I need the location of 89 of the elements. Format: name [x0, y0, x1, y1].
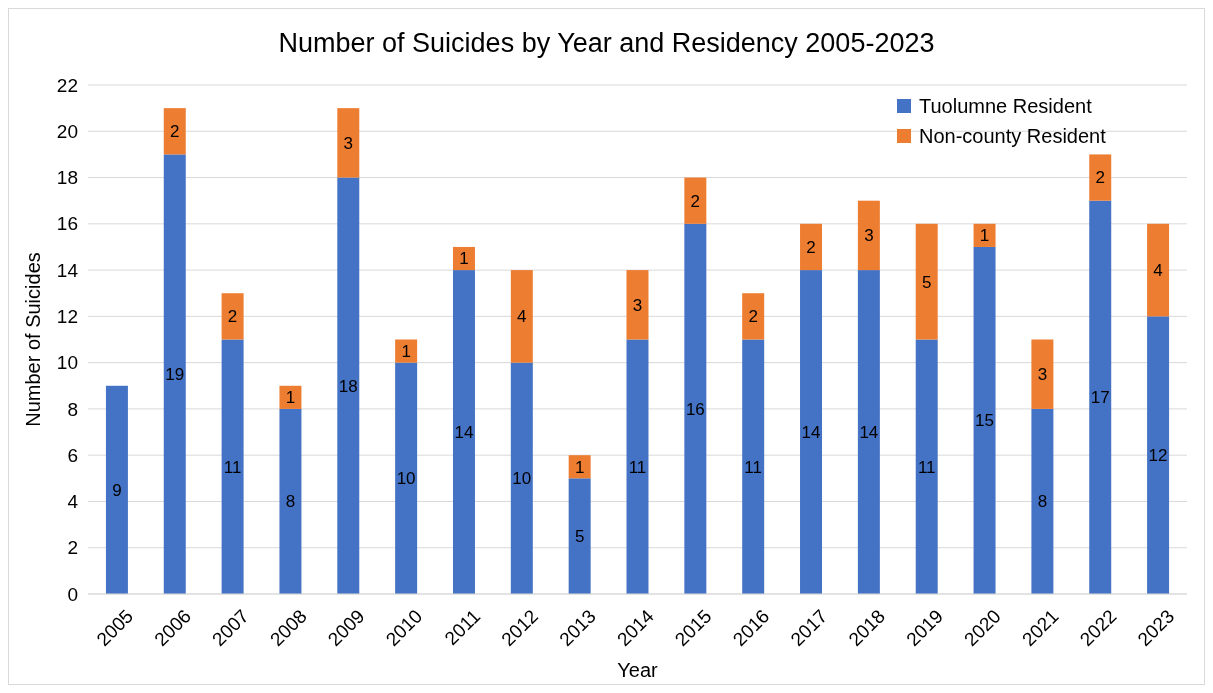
- data-label: 2: [227, 307, 238, 327]
- bar: [221, 339, 244, 594]
- bar: [1147, 223, 1170, 317]
- y-tick-label: 2: [67, 537, 78, 559]
- data-label: 11: [744, 457, 763, 477]
- data-label: 3: [632, 295, 643, 315]
- legend-label: Non-county Resident: [919, 125, 1107, 147]
- data-label: 1: [285, 388, 296, 408]
- y-axis-title: Number of Suicides: [22, 252, 44, 427]
- bar: [742, 339, 765, 594]
- x-axis-title: Year: [617, 659, 659, 681]
- bar: [800, 223, 823, 271]
- bar: [915, 339, 938, 594]
- data-label: 14: [859, 423, 879, 442]
- bar: [105, 385, 128, 594]
- data-label: 5: [574, 527, 585, 547]
- data-label: 16: [685, 399, 705, 419]
- bar: [337, 108, 360, 178]
- data-label: 11: [917, 457, 936, 477]
- bar: [1089, 200, 1112, 594]
- y-tick-label: 20: [56, 120, 78, 142]
- data-label: 3: [1037, 365, 1048, 385]
- data-label: 18: [338, 376, 358, 396]
- y-tick-label: 16: [56, 213, 78, 235]
- bar: [568, 455, 591, 479]
- y-tick-label: 10: [56, 352, 78, 374]
- data-label: 2: [806, 237, 816, 257]
- bar: [1089, 154, 1112, 201]
- bar: [684, 177, 707, 224]
- bar: [163, 154, 186, 594]
- bar: [1147, 316, 1170, 594]
- bar: [279, 385, 302, 409]
- bar: [221, 293, 244, 340]
- bar: [279, 408, 302, 594]
- bar: [1031, 408, 1054, 594]
- data-label: 8: [285, 492, 296, 512]
- data-label: 11: [628, 457, 647, 477]
- bar: [857, 270, 880, 594]
- y-tick-label: 22: [56, 74, 78, 96]
- data-label: 2: [748, 307, 758, 327]
- chart-title: Number of Suicides by Year and Residency 2005-2023: [278, 28, 935, 58]
- data-label: 1: [459, 249, 469, 269]
- data-label: 3: [864, 226, 874, 246]
- data-label: 12: [1148, 446, 1168, 466]
- bar: [684, 223, 707, 594]
- data-label: 10: [396, 469, 416, 489]
- bar: [568, 478, 591, 594]
- data-label: 10: [512, 469, 532, 489]
- data-label: 1: [401, 342, 411, 362]
- data-label: 3: [343, 133, 354, 153]
- data-label: 1: [979, 226, 990, 246]
- bar: [800, 270, 823, 594]
- data-label: 9: [112, 480, 122, 500]
- y-tick-label: 8: [67, 398, 78, 420]
- bar: [163, 108, 186, 155]
- y-tick-label: 14: [56, 259, 79, 281]
- bar: [626, 270, 649, 340]
- bar: [915, 223, 938, 340]
- bar: [395, 362, 418, 594]
- data-label: 4: [1153, 261, 1163, 281]
- bar: [626, 339, 649, 594]
- bar: [510, 270, 533, 363]
- y-tick-label: 0: [67, 583, 78, 605]
- legend-label: Tuolumne Resident: [919, 95, 1093, 117]
- data-label: 14: [801, 423, 821, 442]
- bar: [337, 177, 360, 594]
- y-tick-label: 4: [67, 491, 79, 513]
- bar: [973, 246, 996, 594]
- bar: [510, 362, 533, 594]
- data-label: 14: [454, 423, 474, 442]
- y-tick-label: 12: [56, 306, 78, 328]
- data-label: 8: [1037, 492, 1048, 512]
- data-label: 4: [517, 307, 527, 327]
- bar: [742, 293, 765, 340]
- data-label: 19: [165, 365, 185, 385]
- bar: [857, 200, 880, 271]
- data-label: 2: [1095, 168, 1105, 188]
- bar: [1031, 339, 1054, 409]
- data-label: 5: [921, 272, 932, 292]
- data-label: 2: [690, 191, 701, 211]
- data-label: 17: [1090, 388, 1110, 408]
- y-tick-label: 6: [67, 444, 78, 466]
- bar: [452, 270, 475, 594]
- data-label: 2: [170, 122, 180, 142]
- y-tick-label: 18: [56, 167, 78, 189]
- data-label: 15: [975, 411, 995, 431]
- bar: [973, 223, 996, 247]
- data-label: 11: [223, 457, 242, 477]
- data-label: 1: [574, 457, 585, 477]
